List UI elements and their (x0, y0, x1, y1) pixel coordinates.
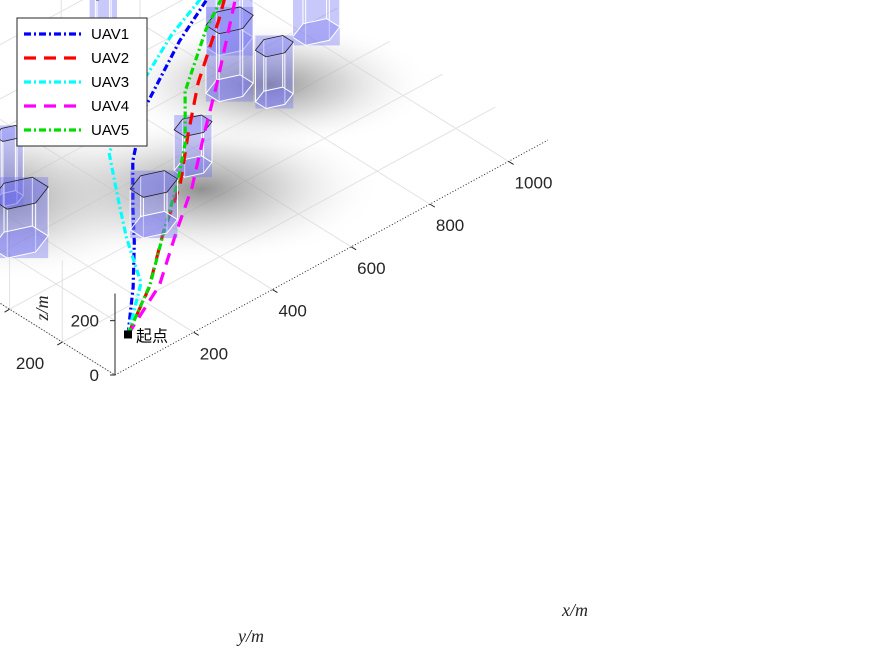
legend-label-4: UAV4 (91, 98, 129, 115)
z-tick-0: 0 (90, 366, 99, 385)
obstacle-base (129, 210, 179, 239)
legend-label-2: UAV2 (91, 50, 129, 67)
uav-path-1 (126, 0, 209, 335)
obstacle-cylinder-5 (205, 6, 254, 103)
z-axis-label: z/m (32, 295, 52, 321)
obstacle-base (0, 225, 49, 259)
obstacle-cylinder-9 (291, 0, 341, 46)
obstacle-base (254, 86, 294, 110)
legend-label-1: UAV1 (91, 26, 129, 43)
obstacle-top (254, 35, 294, 58)
obstacle-top (0, 176, 49, 210)
legend-box (16, 17, 148, 147)
terrain-hill-2 (19, 114, 383, 265)
obstacle-top (173, 114, 213, 137)
obstacle-body (292, 0, 340, 46)
x-tick-1000: 1000 (515, 173, 553, 192)
x-axis-label: x/m (561, 600, 588, 620)
wall-grid-z-left-0 (0, 302, 116, 376)
x-tick-mark-400 (272, 289, 278, 293)
obstacle-cylinder-10 (0, 176, 49, 259)
obstacles-front (0, 124, 179, 259)
x-tick-mark-1000 (508, 160, 514, 165)
x-tick-mark-200 (193, 331, 199, 336)
y-tick-200: 200 (16, 354, 44, 373)
start-label: 起点 (136, 326, 168, 345)
obstacle-body (255, 35, 294, 109)
y-tick-mark-400 (4, 308, 10, 313)
y-tick-mark-200 (57, 341, 63, 346)
axis-ticks: 200400600800100020040060080010000200 (4, 160, 553, 385)
x-tick-800: 800 (436, 216, 464, 235)
x-axis-line (114, 139, 549, 376)
uav-path-5 (126, 0, 223, 336)
legend-label-3: UAV3 (91, 74, 129, 91)
terrain-surface (0, 19, 435, 283)
obstacle-cylinder-7 (129, 170, 179, 239)
x-tick-400: 400 (278, 302, 306, 321)
legend: UAV1 UAV2 UAV3 UAV4 UAV5 (16, 17, 148, 147)
x-tick-mark-600 (350, 246, 357, 251)
wall-grid-z-left-200 (0, 248, 116, 322)
obstacle-body (0, 177, 49, 259)
x-tick-200: 200 (200, 344, 228, 363)
uav-paths (107, 0, 237, 336)
x-tick-mark-800 (429, 203, 436, 208)
x-tick-600: 600 (357, 259, 385, 278)
start-marker (124, 330, 132, 339)
start-end-markers: 起点终点 (124, 326, 168, 345)
z-tick-200: 200 (71, 312, 99, 331)
y-axis-label: y/m (236, 626, 264, 646)
obstacle-cylinder-6 (254, 35, 294, 110)
uav-path-2 (126, 0, 226, 336)
obstacle-top (129, 170, 179, 198)
obstacle-body (130, 170, 178, 239)
obstacle-base (291, 18, 341, 46)
legend-label-5: UAV5 (91, 122, 129, 139)
